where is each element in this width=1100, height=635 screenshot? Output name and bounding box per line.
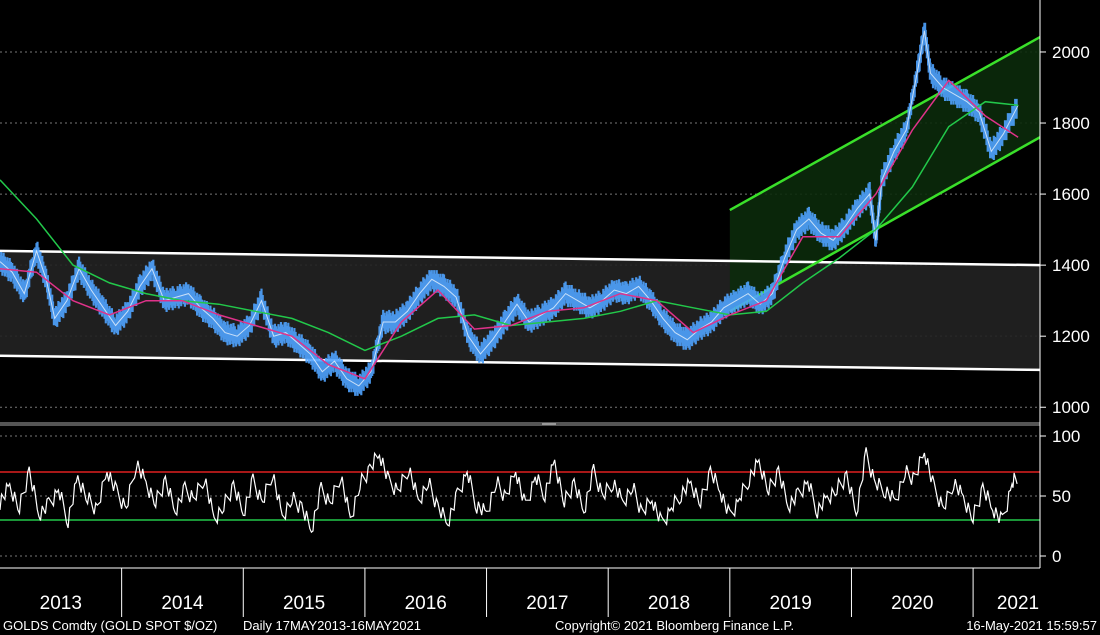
panel-divider-grip[interactable] xyxy=(542,423,556,425)
moving-average-fast-line xyxy=(0,79,1019,380)
x-axis: 2013 2014 2015 2016 2017 2018 2019 2020 2021 xyxy=(0,567,1040,617)
price-y-tick-label: 2000 xyxy=(1052,43,1090,62)
price-series xyxy=(0,22,1019,396)
x-tick-label: 2017 xyxy=(526,593,568,614)
x-tick-label: 2015 xyxy=(283,593,325,614)
rsi-y-tick-label: 0 xyxy=(1052,547,1061,566)
price-y-axis: 2000 1800 1600 1400 1200 1000 xyxy=(1040,43,1090,417)
rsi-panel: 100 50 0 xyxy=(0,427,1080,566)
footer-timestamp: 16-May-2021 15:59:57 xyxy=(966,618,1097,633)
footer-period: Daily 17MAY2013-16MAY2021 xyxy=(243,618,422,633)
price-y-tick-label: 1400 xyxy=(1052,256,1090,275)
x-tick-label: 2016 xyxy=(405,593,447,614)
rsi-y-tick-label: 100 xyxy=(1052,427,1080,446)
x-tick-label: 2020 xyxy=(891,593,933,614)
x-tick-label: 2013 xyxy=(40,593,82,614)
price-channels xyxy=(0,35,1041,372)
price-y-tick-label: 1600 xyxy=(1052,185,1090,204)
footer-security: GOLDS Comdty (GOLD SPOT $/OZ) xyxy=(3,618,218,633)
price-y-tick-label: 1200 xyxy=(1052,327,1090,346)
rsi-reference-lines xyxy=(0,471,1040,521)
rsi-line xyxy=(0,447,1018,534)
panel-divider[interactable] xyxy=(0,422,1040,426)
price-panel: 2000 1800 1600 1400 1200 1000 xyxy=(0,22,1090,417)
rsi-y-axis: 100 50 0 xyxy=(1040,427,1080,566)
x-tick-label: 2018 xyxy=(648,593,690,614)
footer-copyright: Copyright© 2021 Bloomberg Finance L.P. xyxy=(555,618,795,633)
rsi-gridlines xyxy=(0,435,1040,557)
range-lower-line xyxy=(0,354,1041,372)
x-tick-label: 2014 xyxy=(161,593,204,614)
range-upper-line xyxy=(0,249,1041,267)
chart-canvas: 2000 1800 1600 1400 1200 1000 100 50 0 2013 2014… xyxy=(0,0,1090,617)
uptrend-lower-line xyxy=(729,136,1041,313)
price-y-tick-label: 1800 xyxy=(1052,114,1090,133)
x-tick-label: 2021 xyxy=(997,593,1039,614)
price-close-line xyxy=(0,30,1019,387)
rsi-series xyxy=(0,447,1018,534)
price-y-tick-label: 1000 xyxy=(1052,398,1090,417)
x-tick-label: 2019 xyxy=(770,593,812,614)
uptrend-upper-line xyxy=(729,35,1041,212)
rsi-y-tick-label: 50 xyxy=(1052,487,1071,506)
